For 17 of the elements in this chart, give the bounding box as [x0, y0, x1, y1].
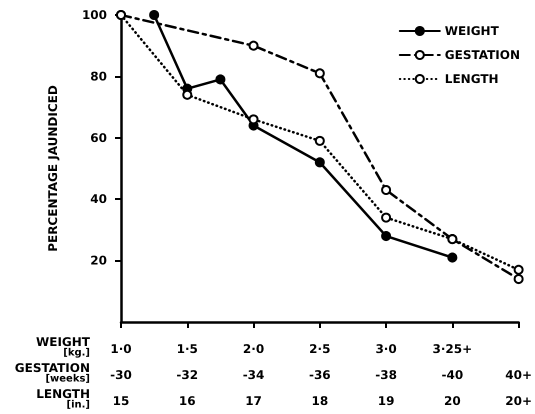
y-tick-label: 20: [90, 254, 107, 268]
y-tick-label: 80: [90, 69, 107, 84]
y-tick-label: 40: [90, 192, 107, 206]
x-tick-label: 40+ 20+: [505, 368, 532, 408]
x-tick-label: 3·25+ -40 20: [432, 342, 472, 408]
legend-label: GESTATION: [444, 48, 520, 62]
x-tick-label: 2·0 -34 17: [242, 342, 264, 408]
x-tick-label: 1·5 -32 16: [176, 342, 198, 408]
y-tick-label: 60: [90, 130, 107, 145]
legend-label: WEIGHT: [444, 24, 500, 38]
legend-label: LENGTH: [444, 72, 499, 86]
y-axis-title: PERCENTAGE JAUNDICED: [46, 85, 60, 252]
y-tick-label: 100: [82, 8, 107, 22]
x-axis-title: WEIGHT [kg.] GESTATION [weeks] LENGTH [in.]: [14, 335, 91, 410]
x-tick-label: 1·0 -30 15: [110, 342, 132, 408]
x-tick-label: 2·5 -36 18: [308, 342, 331, 408]
x-tick-label: 3·0 -38 19: [375, 342, 397, 408]
